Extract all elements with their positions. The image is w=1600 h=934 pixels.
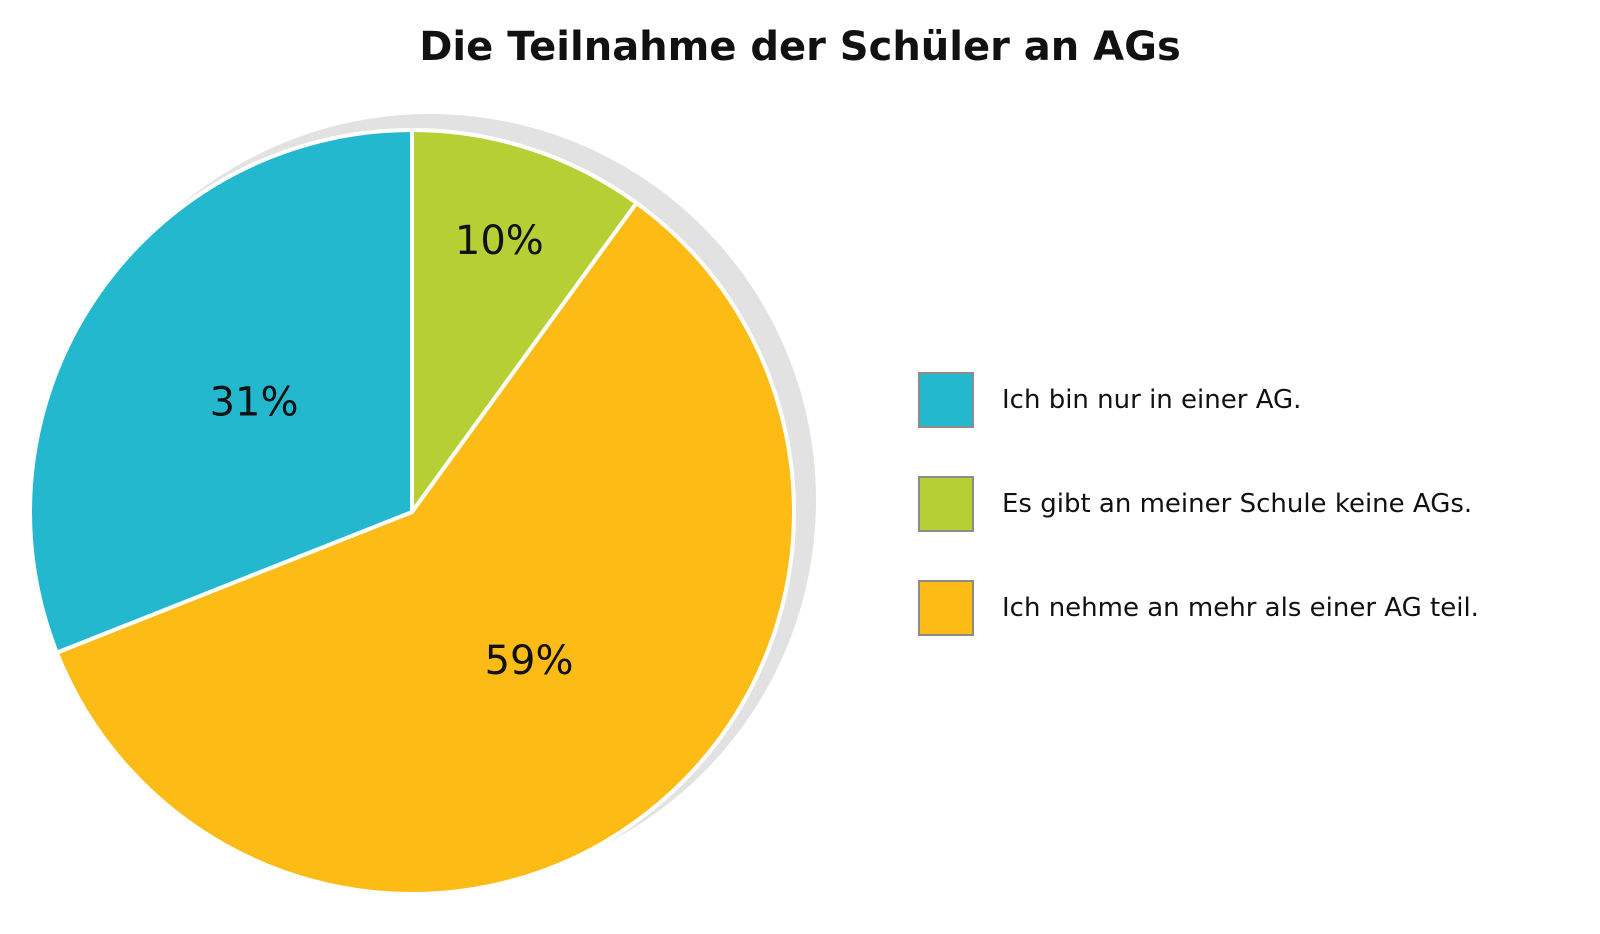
legend-swatch-one-ag — [918, 372, 974, 428]
legend-swatch-multiple-ags — [918, 580, 974, 636]
legend-label-one-ag: Ich bin nur in einer AG. — [1002, 385, 1302, 415]
pie-slice-2 — [28, 128, 414, 655]
legend-item-no-ags: Es gibt an meiner Schule keine AGs. — [918, 475, 1479, 533]
pie-slice-0 — [410, 128, 639, 514]
pie-slice-1 — [54, 200, 796, 896]
legend-label-multiple-ags: Ich nehme an mehr als einer AG teil. — [1002, 593, 1479, 623]
chart-title: Die Teilnahme der Schüler an AGs — [419, 24, 1181, 70]
legend-swatch-no-ags — [918, 476, 974, 532]
legend-item-multiple-ags: Ich nehme an mehr als einer AG teil. — [918, 579, 1479, 637]
pie-slice-label-1: 59% — [485, 638, 574, 684]
pie-slice-label-2: 31% — [210, 380, 299, 426]
pie-slice-label-0: 10% — [455, 218, 544, 264]
legend-item-one-ag: Ich bin nur in einer AG. — [918, 371, 1479, 429]
legend-label-no-ags: Es gibt an meiner Schule keine AGs. — [1002, 489, 1473, 519]
chart-legend: Ich bin nur in einer AG. Es gibt an mein… — [918, 371, 1479, 683]
